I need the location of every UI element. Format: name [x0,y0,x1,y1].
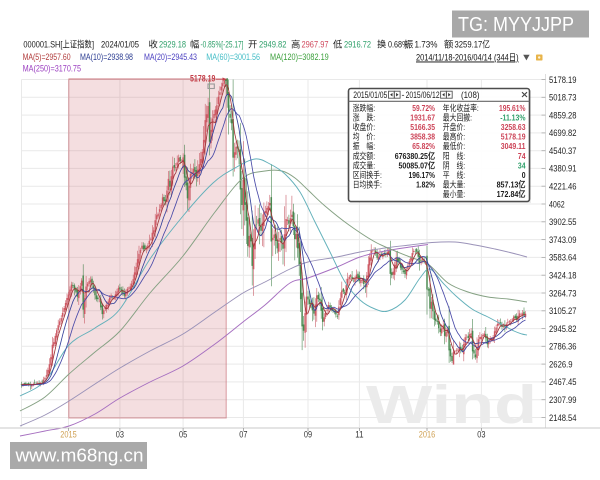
svg-text:区间换手:: 区间换手: [353,170,382,180]
svg-text:2148.54: 2148.54 [549,413,577,423]
svg-text:阳 线:: 阳 线: [443,151,465,161]
svg-text:2015/01/05: 2015/01/05 [353,89,387,100]
svg-text:195.61%: 195.61% [499,103,526,113]
svg-text:1.73%: 1.73% [415,39,438,49]
svg-text:最低价:: 最低价: [443,141,465,151]
svg-text:平 线:: 平 线: [443,170,465,180]
svg-text:172.84亿: 172.84亿 [497,188,526,199]
svg-text:收盘价:: 收盘价: [353,122,375,132]
svg-text:最大量:: 最大量: [443,179,465,189]
svg-text:阴 线:: 阴 线: [443,160,465,170]
svg-text:-0.85%[-25.17]: -0.85%[-25.17] [201,39,244,49]
svg-text:振: 振 [404,38,413,49]
svg-text:196.17%: 196.17% [409,170,436,180]
svg-text:www.m68ng.cn: www.m68ng.cn [14,446,143,466]
svg-text:3743.09: 3743.09 [549,235,577,245]
svg-text:最高价:: 最高价: [443,132,465,142]
svg-text:MA(5)=2957.60: MA(5)=2957.60 [23,52,71,62]
svg-text:开: 开 [248,39,257,49]
svg-text:3105.27: 3105.27 [549,306,577,316]
svg-text:5178.19: 5178.19 [549,75,577,85]
svg-text:TG: MYYJJPP: TG: MYYJJPP [458,14,574,36]
svg-text:2786.36: 2786.36 [549,342,577,352]
svg-text:最大回撤:: 最大回撤: [443,113,472,123]
svg-text:收: 收 [149,38,158,49]
svg-text:MA(250)=3170.75: MA(250)=3170.75 [23,64,81,74]
svg-text:MA(120)=3082.19: MA(120)=3082.19 [270,52,329,62]
svg-text:涨跌幅:: 涨跌幅: [353,103,375,113]
svg-text:34: 34 [518,160,526,170]
svg-text:03: 03 [116,430,124,440]
svg-text:05: 05 [179,430,187,440]
svg-text:5018.73: 5018.73 [549,93,577,103]
svg-text:MA(10)=2938.98: MA(10)=2938.98 [80,52,133,62]
svg-text:2014/11/18-2016/04/14 (344日): 2014/11/18-2016/04/14 (344日) [416,53,519,63]
svg-text:-11.13%: -11.13% [500,113,526,123]
svg-text:2467.45: 2467.45 [549,377,577,387]
svg-text:857.13亿: 857.13亿 [497,178,526,189]
svg-text:Wind: Wind [366,375,537,435]
svg-text:4859.28: 4859.28 [549,110,577,120]
svg-text:3258.63: 3258.63 [501,122,526,132]
svg-text:3583.64: 3583.64 [549,253,577,263]
svg-text:2967.97: 2967.97 [302,39,329,49]
svg-text:均 价:: 均 价: [353,132,375,142]
svg-text:成交额:: 成交额: [353,151,375,161]
svg-text:0.68%: 0.68% [388,39,409,49]
svg-text:MA(20)=2945.43: MA(20)=2945.43 [144,52,197,62]
svg-text:2024/01/05: 2024/01/05 [101,39,139,49]
svg-text:3259.17亿: 3259.17亿 [455,38,491,49]
svg-text:3902.55: 3902.55 [549,217,577,227]
svg-text:09: 09 [304,430,312,440]
svg-text:幅: 幅 [190,38,199,49]
svg-text:50085.07亿: 50085.07亿 [399,159,436,170]
svg-text:03: 03 [477,430,485,440]
svg-text:5178.19: 5178.19 [501,132,526,142]
svg-text:2949.82: 2949.82 [259,39,287,49]
svg-text:74: 74 [518,151,526,161]
svg-text:2626.9: 2626.9 [549,359,573,369]
svg-text:4699.82: 4699.82 [549,128,577,138]
svg-text:4221.46: 4221.46 [549,182,577,192]
svg-text:5178.19: 5178.19 [190,74,215,84]
svg-text:2945.82: 2945.82 [549,324,577,334]
svg-text:3424.18: 3424.18 [549,271,577,281]
svg-text:2015/06/12: 2015/06/12 [406,89,440,100]
svg-text:5166.35: 5166.35 [410,122,435,132]
svg-text:4540.37: 4540.37 [549,146,577,156]
svg-text:3858.38: 3858.38 [410,132,435,142]
svg-text:MA(60)=3001.56: MA(60)=3001.56 [206,52,260,62]
svg-text:2307.99: 2307.99 [549,395,577,405]
svg-text:1.82%: 1.82% [416,179,435,189]
svg-text:4380.91: 4380.91 [549,164,577,174]
svg-text:3264.73: 3264.73 [549,288,577,298]
svg-text:4062: 4062 [549,199,565,209]
svg-text:2016: 2016 [419,430,435,440]
svg-text:1931.67: 1931.67 [410,113,435,123]
svg-text:振 幅:: 振 幅: [353,141,375,151]
svg-text:(108): (108) [461,90,480,100]
svg-text:59.72%: 59.72% [412,103,435,113]
svg-text:额: 额 [444,38,454,49]
svg-text:2015: 2015 [60,430,76,440]
svg-text:000001.SH[上证指数]: 000001.SH[上证指数] [23,38,94,49]
svg-text:低: 低 [333,38,342,49]
svg-text:-: - [402,90,405,100]
svg-text:3049.11: 3049.11 [501,141,526,151]
svg-text:高: 高 [291,38,300,49]
svg-text:最小量:: 最小量: [443,189,465,199]
svg-text:0: 0 [522,170,526,180]
svg-text:成交量:: 成交量: [353,160,375,170]
svg-text:开盘价:: 开盘价: [443,122,465,132]
svg-text:2916.72: 2916.72 [344,39,371,49]
svg-text:2929.18: 2929.18 [159,39,186,49]
svg-text:11: 11 [355,430,363,440]
svg-text:涨 跌:: 涨 跌: [353,113,375,123]
svg-text:年化收益率:: 年化收益率: [443,103,479,113]
svg-text:65.82%: 65.82% [412,141,435,151]
svg-text:07: 07 [239,430,247,440]
svg-text:676380.25亿: 676380.25亿 [395,150,436,161]
svg-text:日均换手:: 日均换手: [353,179,382,189]
svg-text:换: 换 [377,38,386,49]
